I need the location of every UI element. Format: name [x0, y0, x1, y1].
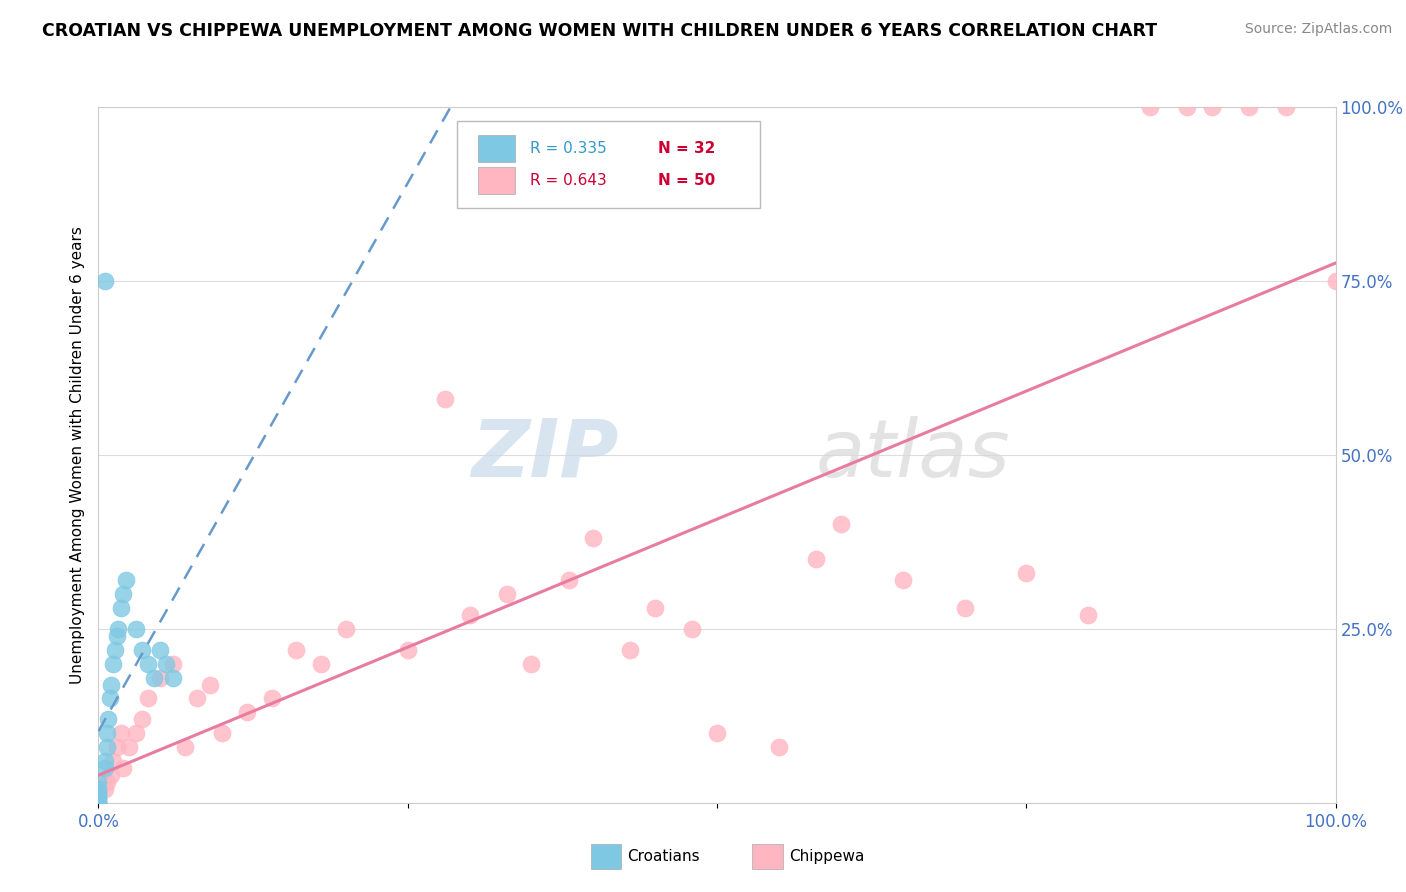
Point — [93, 781, 115, 796]
Point — [236, 706, 259, 720]
Point — [97, 712, 120, 726]
Point — [495, 587, 517, 601]
Point — [87, 775, 110, 789]
Point — [87, 785, 110, 799]
Point — [136, 657, 159, 671]
Text: R = 0.643: R = 0.643 — [530, 173, 607, 188]
Point — [681, 622, 703, 636]
Point — [114, 573, 136, 587]
Point — [87, 781, 110, 796]
Point — [186, 691, 208, 706]
Point — [96, 775, 118, 789]
Point — [706, 726, 728, 740]
Point — [110, 726, 132, 740]
Point — [98, 691, 121, 706]
Point — [100, 677, 122, 691]
Point — [1175, 100, 1198, 114]
Y-axis label: Unemployment Among Women with Children Under 6 years: Unemployment Among Women with Children U… — [69, 226, 84, 684]
Point — [87, 792, 110, 806]
Point — [804, 552, 827, 566]
Point — [285, 642, 308, 657]
Point — [105, 629, 128, 643]
Point — [768, 740, 790, 755]
Point — [118, 740, 141, 755]
Text: CROATIAN VS CHIPPEWA UNEMPLOYMENT AMONG WOMEN WITH CHILDREN UNDER 6 YEARS CORREL: CROATIAN VS CHIPPEWA UNEMPLOYMENT AMONG … — [42, 22, 1157, 40]
Point — [433, 392, 456, 407]
Point — [93, 754, 115, 768]
Point — [174, 740, 197, 755]
Point — [103, 642, 125, 657]
Point — [644, 601, 666, 615]
Text: atlas: atlas — [815, 416, 1011, 494]
Point — [830, 517, 852, 532]
Point — [100, 768, 122, 782]
Point — [110, 601, 132, 615]
Point — [93, 274, 115, 288]
Point — [103, 754, 125, 768]
Point — [131, 712, 153, 726]
Text: ZIP: ZIP — [471, 416, 619, 494]
Point — [87, 796, 110, 810]
Point — [103, 657, 125, 671]
Point — [87, 796, 110, 810]
Point — [155, 657, 177, 671]
Text: Chippewa: Chippewa — [789, 849, 865, 863]
Point — [198, 677, 221, 691]
Point — [619, 642, 641, 657]
Point — [87, 796, 110, 810]
Point — [309, 657, 332, 671]
FancyBboxPatch shape — [478, 136, 516, 161]
Text: R = 0.335: R = 0.335 — [530, 141, 607, 156]
Point — [143, 671, 166, 685]
Point — [124, 622, 146, 636]
Point — [335, 622, 357, 636]
Point — [124, 726, 146, 740]
Point — [96, 740, 118, 755]
FancyBboxPatch shape — [457, 121, 761, 208]
Point — [557, 573, 579, 587]
Text: Source: ZipAtlas.com: Source: ZipAtlas.com — [1244, 22, 1392, 37]
Point — [396, 642, 419, 657]
Text: N = 32: N = 32 — [658, 141, 716, 156]
Point — [105, 740, 128, 755]
Point — [96, 726, 118, 740]
Point — [891, 573, 914, 587]
Point — [149, 642, 172, 657]
FancyBboxPatch shape — [478, 167, 516, 194]
Point — [260, 691, 283, 706]
Point — [87, 785, 110, 799]
Point — [112, 587, 135, 601]
Point — [87, 796, 110, 810]
Point — [582, 532, 605, 546]
Point — [1275, 100, 1298, 114]
Point — [87, 789, 110, 803]
Point — [1201, 100, 1223, 114]
Text: N = 50: N = 50 — [658, 173, 714, 188]
Point — [211, 726, 233, 740]
Point — [87, 792, 110, 806]
Point — [1139, 100, 1161, 114]
Point — [1077, 607, 1099, 622]
Text: Croatians: Croatians — [627, 849, 700, 863]
Point — [112, 761, 135, 775]
Point — [458, 607, 481, 622]
Point — [136, 691, 159, 706]
Point — [953, 601, 976, 615]
Point — [131, 642, 153, 657]
Point — [1237, 100, 1260, 114]
Point — [87, 789, 110, 803]
Point — [107, 622, 129, 636]
Point — [520, 657, 543, 671]
Point — [162, 657, 184, 671]
Point — [87, 791, 110, 805]
Point — [93, 761, 115, 775]
Point — [1324, 274, 1347, 288]
Point — [149, 671, 172, 685]
Point — [1015, 566, 1038, 581]
Point — [87, 796, 110, 810]
Point — [162, 671, 184, 685]
